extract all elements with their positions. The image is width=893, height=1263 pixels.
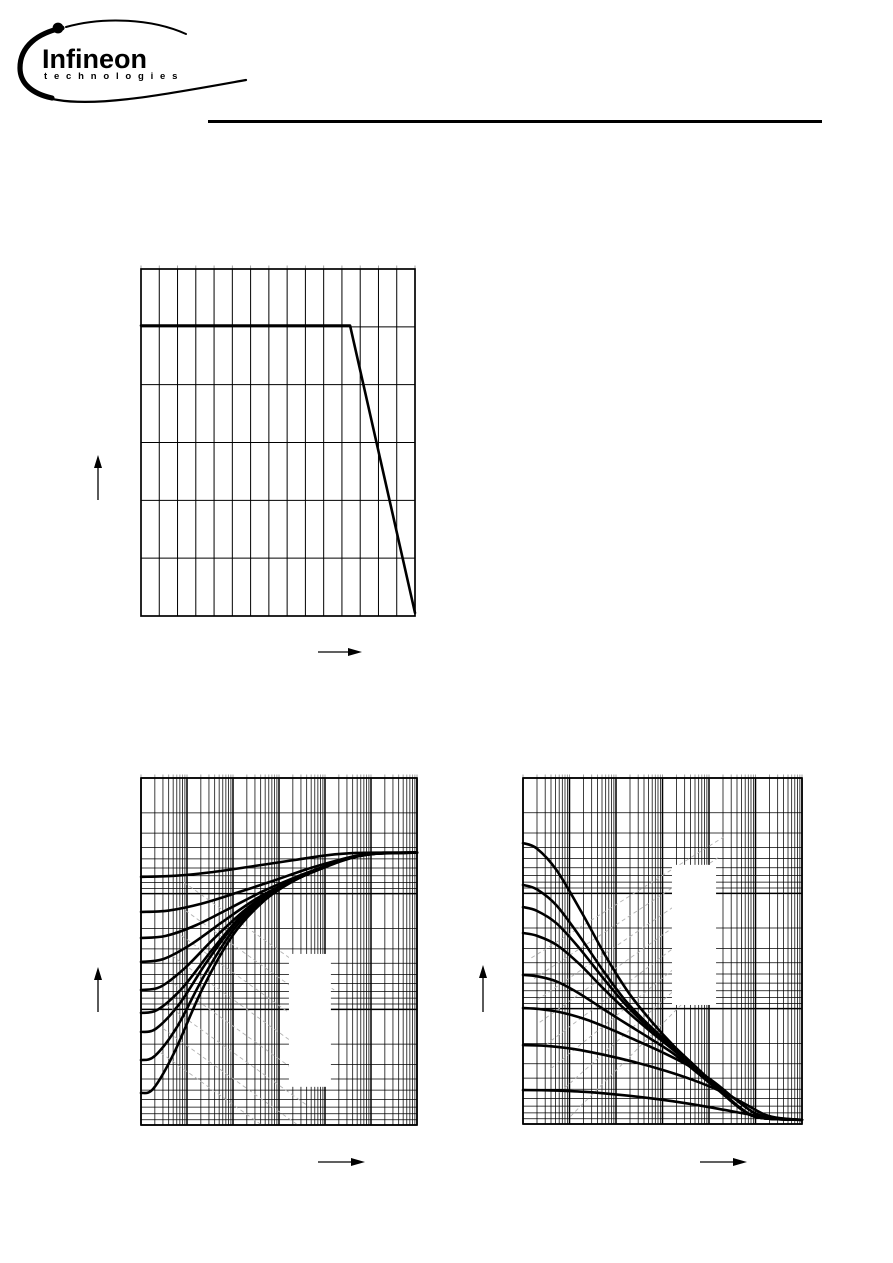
bottom-left-figure — [94, 774, 419, 1166]
y-axis-arrow — [94, 455, 102, 500]
curve-8 — [521, 1088, 804, 1122]
bottom-right-figure — [479, 774, 804, 1166]
swoosh-dot-icon — [52, 22, 64, 34]
data-curves — [139, 851, 419, 1095]
x-axis-arrow — [318, 1158, 365, 1166]
curve-5 — [521, 973, 804, 1122]
y-axis-arrow — [94, 967, 102, 1012]
y-axis-arrow — [479, 965, 487, 1012]
logo-sub-text: technologies — [44, 71, 184, 82]
data-curves — [139, 324, 417, 615]
header-rule — [208, 120, 822, 123]
infineon-logo: Infineon technologies — [17, 19, 248, 104]
x-axis-arrow — [318, 648, 362, 656]
plot-grid — [140, 265, 416, 617]
data-curves — [521, 841, 804, 1122]
curve-9 — [139, 851, 419, 1095]
legend-box — [671, 864, 717, 1005]
logo-swoosh — [17, 19, 248, 104]
plot-border — [522, 777, 803, 1125]
x-axis-arrow — [700, 1158, 747, 1166]
logo-brand-text: Infineon — [42, 44, 147, 74]
curve-7 — [521, 1043, 804, 1122]
plot-border — [140, 268, 416, 617]
curve-6 — [521, 1006, 804, 1122]
plot-border — [140, 777, 418, 1126]
swoosh-top-arc — [65, 19, 187, 35]
top-derating-figure — [94, 265, 417, 656]
derating-curve — [139, 324, 417, 615]
swoosh-left-arc — [17, 25, 65, 101]
legend-box — [288, 953, 331, 1087]
plot-grid — [522, 774, 803, 1125]
